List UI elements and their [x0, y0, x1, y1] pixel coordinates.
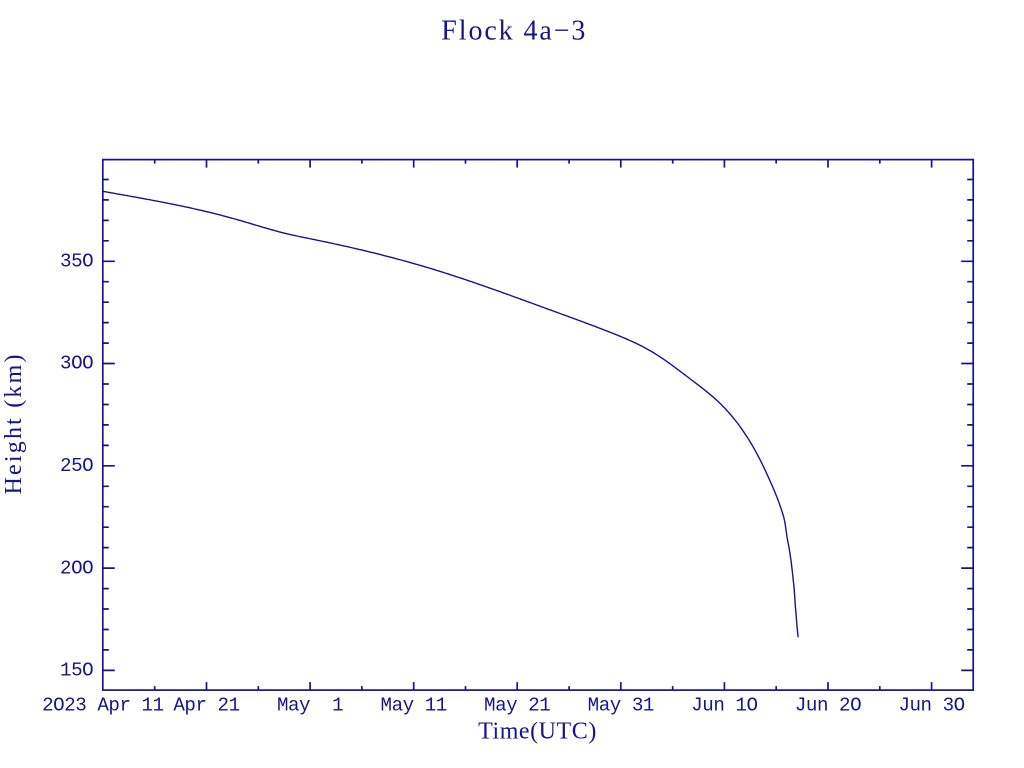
svg-text:Jun 2O: Jun 2O: [795, 694, 861, 716]
svg-text:25O: 25O: [60, 455, 93, 477]
svg-text:35O: 35O: [60, 251, 93, 273]
svg-text:Height (km): Height (km): [1, 352, 27, 494]
svg-text:Flock 4a−3: Flock 4a−3: [441, 16, 587, 47]
svg-text:May 1: May 1: [277, 694, 343, 716]
svg-text:May 31: May 31: [588, 694, 654, 716]
svg-text:15O: 15O: [60, 660, 93, 682]
svg-text:May 11: May 11: [381, 694, 447, 716]
svg-text:3OO: 3OO: [60, 353, 93, 375]
svg-text:2OO: 2OO: [60, 557, 93, 579]
svg-text:Time(UTC): Time(UTC): [478, 718, 597, 744]
svg-text:Jun 1O: Jun 1O: [691, 694, 757, 716]
svg-text:May 21: May 21: [484, 694, 550, 716]
svg-text:Apr 21: Apr 21: [173, 694, 239, 716]
svg-text:Jun 3O: Jun 3O: [898, 694, 964, 716]
svg-text:2O23 Apr 11: 2O23 Apr 11: [42, 694, 164, 716]
